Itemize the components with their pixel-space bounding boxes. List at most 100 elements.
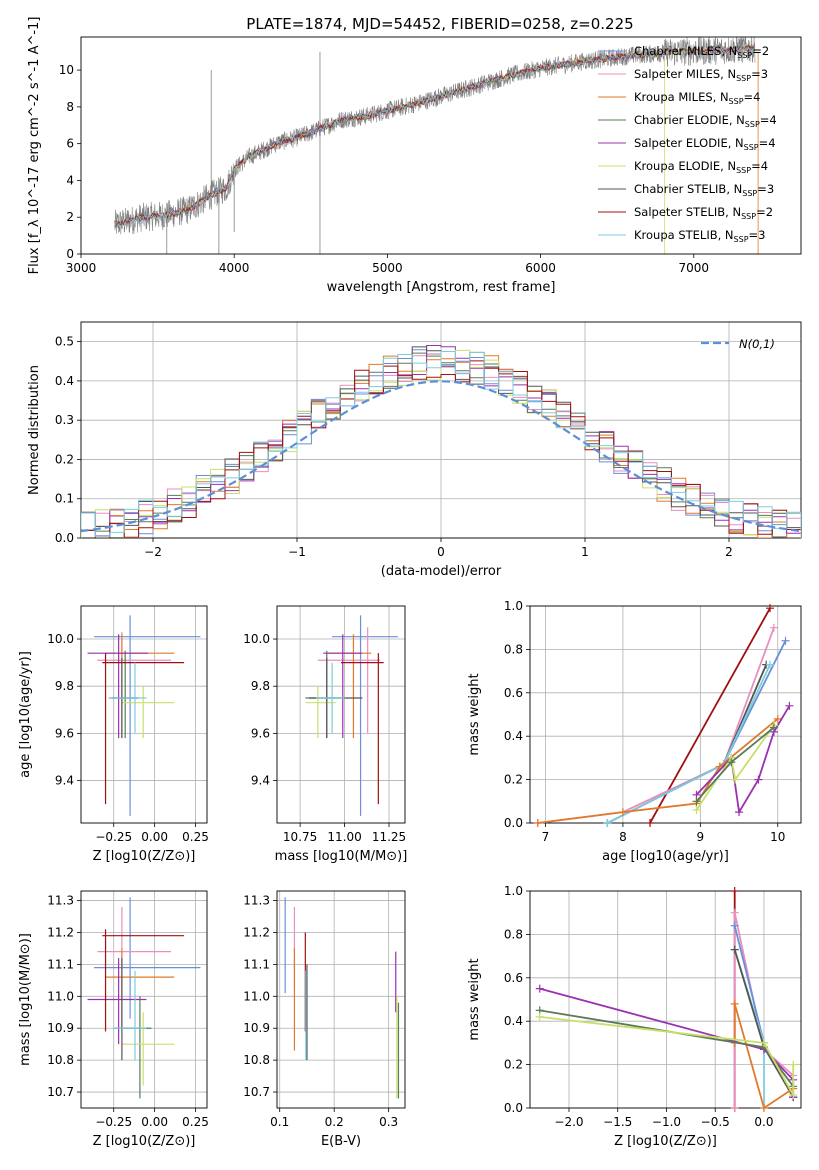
weight-marker	[727, 758, 736, 767]
y-tick-label: 1.0	[504, 599, 523, 613]
weight-line	[539, 1016, 795, 1099]
legend-entry: N(0,1)	[739, 337, 775, 351]
x-tick-label: −0.25	[95, 1115, 132, 1129]
weight-marker	[730, 945, 739, 954]
legend-entry: Kroupa ELODIE, NSSP=4	[634, 159, 768, 175]
weight-line	[695, 724, 775, 811]
legend-entry: Salpeter ELODIE, NSSP=4	[634, 136, 776, 152]
y-tick-label: 11.2	[243, 925, 270, 939]
y-tick-label: 11.3	[243, 894, 270, 908]
x-tick-label: 7	[542, 830, 550, 844]
x-tick-label: 0.25	[182, 1115, 209, 1129]
weight-marker	[730, 908, 739, 917]
weight-marker	[692, 805, 701, 814]
x-axis-label: Z [log10(Z/Z⊙)]	[614, 1134, 717, 1149]
weight-line	[733, 949, 765, 1108]
y-tick-label: 10.8	[47, 1053, 74, 1067]
x-tick-label: −1	[288, 545, 306, 559]
x-tick-label: 0.25	[182, 830, 209, 844]
weight-marker	[785, 701, 794, 710]
legend-entry: Salpeter MILES, NSSP=3	[634, 67, 768, 83]
y-tick-label: 0.6	[504, 971, 523, 985]
axes-frame	[276, 890, 406, 1109]
residuals-panel: −2 −1 0 1 2 0.0 0.1 0.2 0.3 0.4 0.5 (data-model)/er…	[27, 321, 802, 579]
x-axis-label: Z [log10(Z/Z⊙)]	[93, 1134, 196, 1149]
y-tick-label: 0.0	[55, 531, 74, 545]
y-tick-label: 9.6	[251, 726, 270, 740]
x-tick-label: −1.5	[603, 1115, 632, 1129]
x-tick-label: 9	[697, 830, 705, 844]
y-tick-label: 9.4	[55, 774, 74, 788]
weight-marker	[769, 623, 778, 632]
legend-entry: Chabrier STELIB, NSSP=3	[634, 182, 774, 198]
axes-frame	[529, 890, 802, 1109]
weight-marker	[789, 1060, 798, 1069]
weight-line	[537, 627, 775, 824]
weight-marker	[730, 887, 739, 895]
y-tick-label: 0.4	[504, 729, 523, 743]
weight-line	[649, 607, 771, 824]
y-tick-label: 0	[66, 247, 74, 261]
weight-marker	[735, 808, 744, 817]
axes-frame	[276, 605, 406, 824]
y-tick-label: 0.5	[55, 335, 74, 349]
x-tick-label: 7000	[678, 261, 709, 275]
mass-vs-extinction-panel: 0.1 0.2 0.3 10.7 10.8 10.9 11.0 11.1 11.2 11.3 E(B…	[243, 890, 406, 1149]
x-axis-label: age [log10(age/yr)]	[602, 849, 729, 864]
x-tick-label: 2	[725, 545, 733, 559]
x-tick-label: −0.25	[95, 830, 132, 844]
x-axis-label: mass [log10(M/M⊙)]	[275, 849, 408, 864]
weight-line	[606, 664, 768, 824]
y-tick-label: 0.8	[504, 642, 523, 656]
weight-marker	[618, 808, 627, 817]
y-tick-label: 0.2	[55, 452, 74, 466]
x-tick-label: 0.00	[141, 1115, 168, 1129]
y-tick-label: 0.2	[504, 1058, 523, 1072]
y-axis-label: Normed distribution	[27, 365, 42, 495]
y-tick-label: 6	[66, 137, 74, 151]
gaussian-curve	[81, 380, 801, 533]
y-tick-label: 0.3	[55, 413, 74, 427]
x-tick-label: 10.75	[283, 830, 317, 844]
y-tick-label: 11.0	[243, 989, 270, 1003]
y-tick-label: 0.2	[504, 773, 523, 787]
x-tick-label: −2.0	[554, 1115, 583, 1129]
x-tick-label: 0.3	[379, 1115, 398, 1129]
y-tick-label: 2	[66, 210, 74, 224]
x-tick-label: 0.2	[325, 1115, 344, 1129]
x-tick-label: −0.5	[701, 1115, 730, 1129]
x-tick-label: −1.0	[652, 1115, 681, 1129]
x-axis-label: E(B-V)	[321, 1134, 361, 1149]
x-tick-label: 0.0	[754, 1115, 773, 1129]
y-tick-label: 0.4	[504, 1014, 523, 1028]
y-tick-label: 10.9	[243, 1021, 270, 1035]
axes-frame	[529, 605, 802, 824]
x-axis-label: Z [log10(Z/Z⊙)]	[93, 849, 196, 864]
x-tick-label: 11.00	[327, 830, 361, 844]
weight-vs-age-panel: 7 8 9 10 0.0 0.2 0.4 0.6 0.8 1.0 age [log10(age/yr…	[467, 599, 802, 864]
x-tick-label: 3000	[66, 261, 97, 275]
y-tick-label: 0.1	[55, 492, 74, 506]
y-tick-label: 0.0	[504, 1101, 523, 1115]
weight-marker	[731, 775, 740, 784]
x-tick-label: 11.25	[372, 830, 406, 844]
y-tick-label: 1.0	[504, 884, 523, 898]
x-tick-label: 1	[581, 545, 589, 559]
histogram-series	[81, 360, 801, 538]
y-tick-label: 4	[66, 173, 74, 187]
y-tick-label: 9.6	[55, 726, 74, 740]
y-tick-label: 9.4	[251, 774, 270, 788]
weight-marker	[781, 636, 790, 645]
x-tick-label: 0.1	[270, 1115, 289, 1129]
weight-marker	[766, 660, 775, 669]
histogram-series	[81, 351, 801, 537]
weight-marker	[535, 984, 544, 993]
model-spectrum-line	[114, 45, 755, 228]
x-tick-label: 0.00	[141, 830, 168, 844]
y-tick-label: 0.6	[504, 686, 523, 700]
weight-line	[733, 1003, 794, 1110]
weight-marker	[773, 714, 782, 723]
y-tick-label: 11.2	[47, 925, 74, 939]
y-tick-label: 10.8	[243, 1053, 270, 1067]
